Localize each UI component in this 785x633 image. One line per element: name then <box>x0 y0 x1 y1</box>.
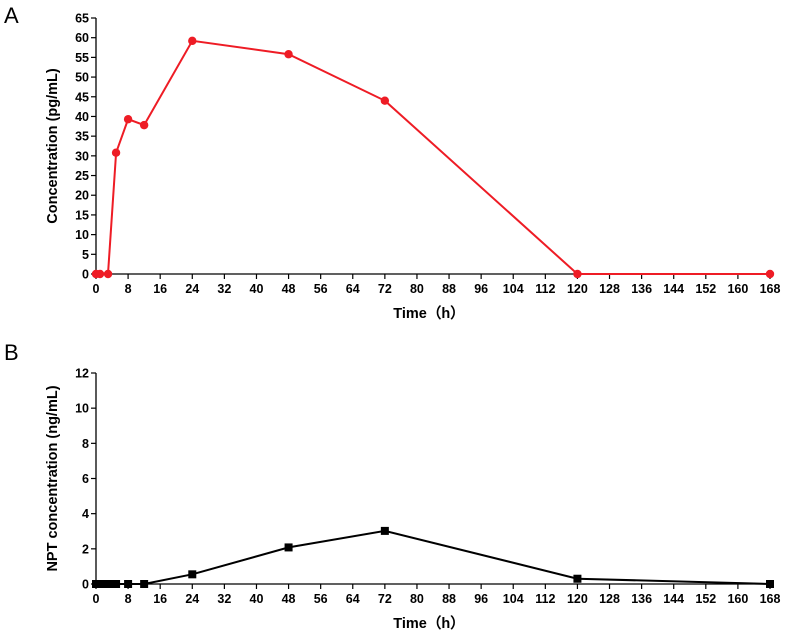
y-tick-label: 10 <box>75 402 89 416</box>
y-tick-label: 12 <box>75 367 89 381</box>
y-tick-label: 20 <box>75 189 89 203</box>
y-tick-label: 30 <box>75 149 89 163</box>
x-tick-label: 144 <box>663 592 684 606</box>
x-tick-label: 88 <box>442 592 456 606</box>
data-point <box>123 115 133 124</box>
x-tick-label: 24 <box>185 592 199 606</box>
data-point <box>573 269 582 279</box>
x-tick-label: 112 <box>535 282 555 296</box>
chart-panel-a: 0 5 10 15 20 25 30 35 40 45 50 55 60 65 0 8 16 24 32 40 48 56… <box>45 12 780 323</box>
x-tick-label: 32 <box>217 592 231 606</box>
x-tick-label: 160 <box>727 282 748 296</box>
x-tick-label: 64 <box>346 592 360 606</box>
y-tick-label: 6 <box>82 472 89 486</box>
x-tick-label: 136 <box>631 592 652 606</box>
data-point <box>284 50 293 59</box>
x-tick-label: 8 <box>125 592 132 606</box>
data-point <box>96 580 105 588</box>
x-tick-label: 128 <box>599 592 620 606</box>
y-tick-label: 10 <box>75 228 89 242</box>
x-tick-label: 32 <box>217 282 231 296</box>
x-tick-label: 40 <box>250 592 264 606</box>
data-point <box>103 269 113 279</box>
x-tick-label: 0 <box>93 592 100 606</box>
x-tick-label: 48 <box>282 282 296 296</box>
data-point <box>188 570 197 579</box>
x-tick-label: 136 <box>631 282 652 296</box>
y-tick-label: 2 <box>82 542 89 556</box>
data-point <box>139 120 149 130</box>
data-point <box>573 574 582 583</box>
x-axis-title: Time（h） <box>393 304 464 322</box>
y-tick-label: 35 <box>75 130 89 144</box>
y-tick-label: 45 <box>75 90 89 104</box>
y-tick-label: 0 <box>82 578 89 592</box>
y-tick-label: 60 <box>75 31 89 45</box>
data-point <box>765 269 775 279</box>
x-tick-label: 16 <box>153 592 167 606</box>
data-point <box>284 543 293 552</box>
x-tick-label: 72 <box>378 282 392 296</box>
x-tick-label: 56 <box>314 282 328 296</box>
data-point <box>124 580 133 588</box>
panel-label-a: A <box>4 3 19 28</box>
y-axis-title: Concentration (pg/mL) <box>45 68 61 224</box>
x-tick-label: 96 <box>474 282 488 296</box>
series-line <box>96 39 770 275</box>
x-tick-label: 168 <box>760 282 781 296</box>
x-tick-label: 8 <box>125 282 132 296</box>
x-tick-label: 104 <box>503 282 524 296</box>
x-tick-label: 72 <box>378 592 392 606</box>
data-point <box>188 36 197 46</box>
x-axis-title: Time（h） <box>393 614 464 632</box>
x-tick-label: 48 <box>282 592 296 606</box>
x-tick-label: 88 <box>442 282 456 296</box>
data-point <box>95 269 105 279</box>
x-tick-label: 112 <box>535 592 555 606</box>
data-point <box>104 580 113 588</box>
y-tick-label: 65 <box>75 12 89 26</box>
y-tick-label: 5 <box>82 248 89 262</box>
data-point <box>108 580 117 588</box>
data-point <box>380 96 390 105</box>
data-point <box>112 580 121 588</box>
x-tick-label: 120 <box>567 282 588 296</box>
x-tick-label: 40 <box>250 282 264 296</box>
data-point <box>100 580 109 588</box>
x-tick-label: 160 <box>727 592 748 606</box>
x-tick-label: 80 <box>410 282 424 296</box>
data-point <box>766 580 774 588</box>
x-tick-label: 120 <box>567 592 588 606</box>
x-tick-label: 80 <box>410 592 424 606</box>
x-tick-label: 64 <box>346 282 360 296</box>
panel-label-b: B <box>4 340 19 365</box>
y-tick-label: 15 <box>75 208 89 222</box>
y-tick-label: 50 <box>75 71 89 85</box>
x-tick-label: 104 <box>503 592 524 606</box>
x-tick-label: 152 <box>695 282 716 296</box>
data-point <box>111 148 121 157</box>
y-tick-label: 0 <box>82 268 89 282</box>
x-tick-label: 56 <box>314 592 328 606</box>
x-tick-label: 24 <box>185 282 199 296</box>
y-tick-label: 8 <box>82 437 89 451</box>
y-tick-label: 4 <box>82 507 89 521</box>
x-tick-label: 152 <box>695 592 716 606</box>
data-point <box>380 526 389 535</box>
x-tick-label: 96 <box>474 592 488 606</box>
series-line <box>96 529 771 585</box>
y-tick-label: 55 <box>75 51 89 65</box>
y-axis-title: NPT concentration (ng/mL) <box>45 385 61 571</box>
data-point <box>140 580 149 588</box>
y-tick-label: 25 <box>75 169 89 183</box>
x-tick-label: 0 <box>93 282 100 296</box>
x-tick-label: 144 <box>663 282 684 296</box>
x-tick-label: 128 <box>599 282 620 296</box>
y-tick-label: 40 <box>75 110 89 124</box>
x-tick-label: 16 <box>153 282 167 296</box>
data-point <box>92 580 100 588</box>
x-tick-label: 168 <box>760 592 781 606</box>
